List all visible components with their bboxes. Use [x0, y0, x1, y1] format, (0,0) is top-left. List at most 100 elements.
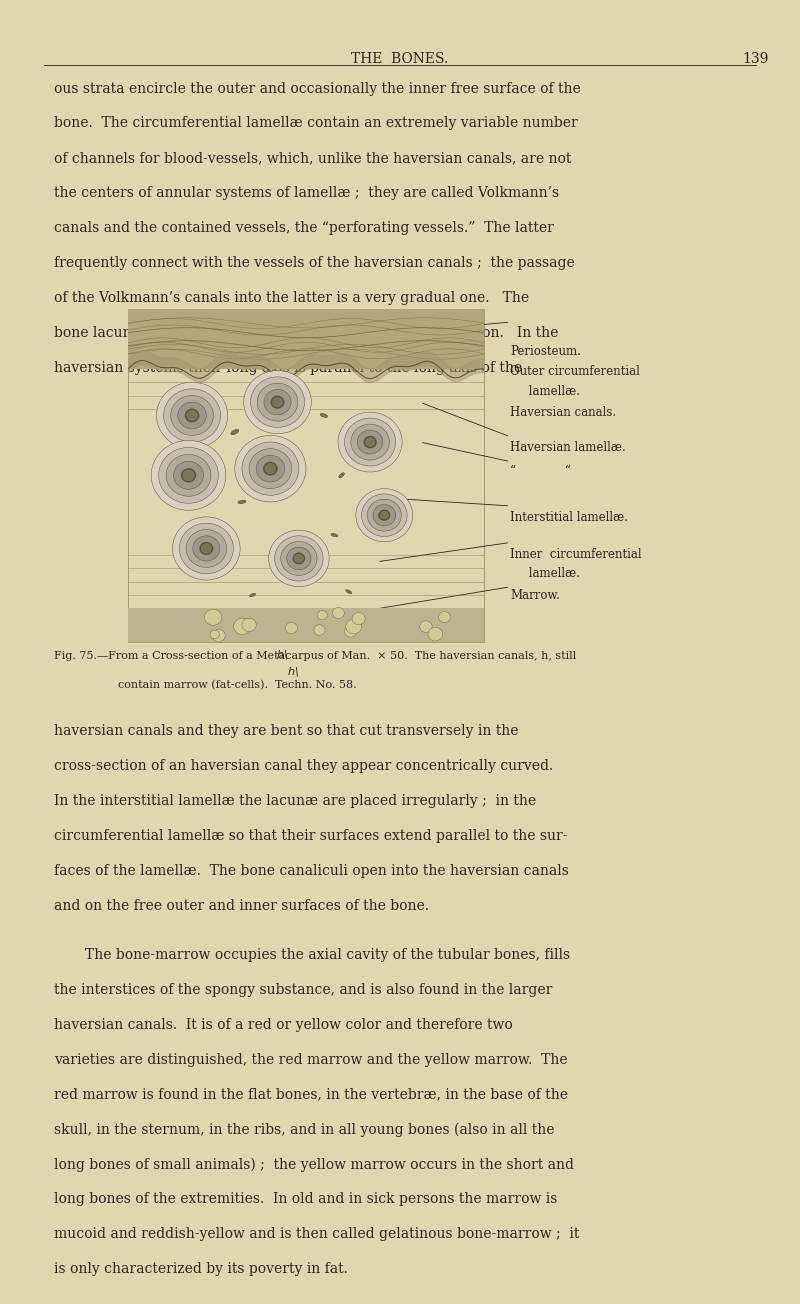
Circle shape [264, 390, 291, 415]
Circle shape [179, 523, 234, 574]
Circle shape [212, 630, 225, 642]
Circle shape [163, 389, 221, 442]
Text: Outer circumferential: Outer circumferential [510, 365, 640, 378]
Circle shape [428, 627, 442, 642]
Circle shape [182, 469, 195, 481]
Circle shape [174, 462, 203, 489]
Text: ous strata encircle the outer and occasionally the inner free surface of the: ous strata encircle the outer and occasi… [54, 81, 581, 95]
Circle shape [151, 441, 226, 510]
Circle shape [242, 618, 256, 631]
Text: of channels for blood-vessels, which, unlike the haversian canals, are not: of channels for blood-vessels, which, un… [54, 151, 572, 166]
Circle shape [210, 630, 219, 639]
Circle shape [264, 463, 277, 475]
Circle shape [205, 609, 222, 625]
Text: bone lacunæ in the compact substance have a definite position.   In the: bone lacunæ in the compact substance hav… [54, 326, 558, 340]
Circle shape [178, 402, 206, 429]
Circle shape [274, 536, 323, 582]
Circle shape [193, 536, 220, 561]
Text: $h$\: $h$\ [287, 665, 303, 678]
Circle shape [352, 613, 365, 625]
Text: In the interstitial lamellæ the lacunæ are placed irregularly ;  in the: In the interstitial lamellæ the lacunæ a… [54, 794, 537, 808]
Text: red marrow is found in the flat bones, in the vertebræ, in the base of the: red marrow is found in the flat bones, i… [54, 1088, 568, 1102]
Text: lamellæ.: lamellæ. [510, 567, 581, 580]
Text: faces of the lamellæ.  The bone canaliculi open into the haversian canals: faces of the lamellæ. The bone canalicul… [54, 863, 570, 878]
Circle shape [438, 612, 450, 622]
Text: lamellæ.: lamellæ. [510, 385, 581, 398]
Circle shape [250, 377, 305, 428]
Ellipse shape [231, 429, 238, 434]
Text: cross-section of an haversian canal they appear concentrically curved.: cross-section of an haversian canal they… [54, 759, 554, 773]
Ellipse shape [346, 589, 352, 593]
Text: Marrow.: Marrow. [510, 589, 560, 602]
Text: long bones of small animals) ;  the yellow marrow occurs in the short and: long bones of small animals) ; the yello… [54, 1158, 574, 1172]
Text: of the Volkmann’s canals into the latter is a very gradual one.   The: of the Volkmann’s canals into the latter… [54, 291, 530, 305]
Text: Inner  circumferential: Inner circumferential [510, 548, 642, 561]
Circle shape [200, 542, 213, 554]
Text: mucoid and reddish-yellow and is then called gelatinous bone-marrow ;  it: mucoid and reddish-yellow and is then ca… [54, 1227, 580, 1241]
Circle shape [345, 626, 357, 638]
Text: the centers of annular systems of lamellæ ;  they are called Volkmann’s: the centers of annular systems of lamell… [54, 186, 559, 201]
Circle shape [235, 436, 306, 502]
Circle shape [356, 489, 413, 541]
Ellipse shape [238, 501, 246, 503]
Circle shape [186, 409, 198, 421]
Circle shape [286, 548, 311, 570]
Bar [128, 309, 484, 642]
Circle shape [157, 382, 228, 449]
Circle shape [346, 619, 362, 634]
Text: haversian canals.  It is of a red or yellow color and therefore two: haversian canals. It is of a red or yell… [54, 1017, 513, 1031]
Circle shape [345, 419, 396, 466]
Circle shape [333, 608, 344, 618]
Circle shape [263, 462, 278, 475]
Text: 139: 139 [742, 52, 769, 67]
Circle shape [367, 499, 402, 531]
Ellipse shape [331, 533, 338, 537]
Text: haversian systems their long axis is parallel to the long axis of the: haversian systems their long axis is par… [54, 361, 522, 376]
Circle shape [379, 510, 390, 520]
Circle shape [351, 424, 390, 460]
Text: $h$\: $h$\ [277, 648, 293, 661]
Circle shape [293, 553, 305, 565]
Circle shape [314, 625, 325, 635]
Circle shape [199, 542, 213, 554]
Circle shape [170, 395, 214, 436]
Circle shape [281, 541, 317, 575]
Bar [128, 309, 484, 369]
Text: circumferential lamellæ so that their surfaces extend parallel to the sur-: circumferential lamellæ so that their su… [54, 829, 568, 842]
Text: the interstices of the spongy substance, and is also found in the larger: the interstices of the spongy substance,… [54, 983, 553, 996]
Ellipse shape [339, 473, 344, 477]
Circle shape [362, 494, 407, 536]
Text: frequently connect with the vessels of the haversian canals ;  the passage: frequently connect with the vessels of t… [54, 257, 575, 270]
Text: haversian canals and they are bent so that cut transversely in the: haversian canals and they are bent so th… [54, 724, 519, 738]
Text: Haversian canals.: Haversian canals. [510, 406, 617, 419]
Text: bone.  The circumferential lamellæ contain an extremely variable number: bone. The circumferential lamellæ contai… [54, 116, 578, 130]
Circle shape [173, 516, 240, 580]
Circle shape [270, 396, 284, 408]
Circle shape [181, 468, 196, 482]
Text: skull, in the sternum, in the ribs, and in all young bones (also in all the: skull, in the sternum, in the ribs, and … [54, 1123, 555, 1137]
Bar [128, 608, 484, 642]
Circle shape [256, 455, 285, 482]
Circle shape [338, 412, 402, 472]
Ellipse shape [250, 593, 255, 597]
Circle shape [373, 505, 396, 526]
Text: contain marrow (fat-cells).  Techn. No. 58.: contain marrow (fat-cells). Techn. No. 5… [118, 681, 357, 691]
Circle shape [244, 370, 311, 434]
Text: is only characterized by its poverty in fat.: is only characterized by its poverty in … [54, 1262, 348, 1277]
Text: Periosteum.: Periosteum. [510, 344, 582, 357]
Circle shape [249, 449, 292, 489]
Circle shape [242, 442, 299, 496]
Circle shape [234, 618, 251, 635]
Text: canals and the contained vessels, the “perforating vessels.”  The latter: canals and the contained vessels, the “p… [54, 222, 554, 235]
Text: Fig. 75.—From a Cross-section of a Metacarpus of Man.  × 50.  The haversian cana: Fig. 75.—From a Cross-section of a Metac… [54, 651, 577, 661]
Circle shape [318, 610, 327, 619]
Circle shape [358, 430, 383, 454]
Text: Interstitial lamellæ.: Interstitial lamellæ. [510, 511, 629, 524]
Circle shape [378, 510, 390, 520]
Text: long bones of the extremities.  In old and in sick persons the marrow is: long bones of the extremities. In old an… [54, 1192, 558, 1206]
Ellipse shape [320, 413, 327, 417]
Text: The bone-marrow occupies the axial cavity of the tubular bones, fills: The bone-marrow occupies the axial cavit… [85, 948, 570, 962]
Text: varieties are distinguished, the red marrow and the yellow marrow.  The: varieties are distinguished, the red mar… [54, 1052, 568, 1067]
Text: and on the free outer and inner surfaces of the bone.: and on the free outer and inner surfaces… [54, 898, 430, 913]
Circle shape [364, 437, 376, 447]
